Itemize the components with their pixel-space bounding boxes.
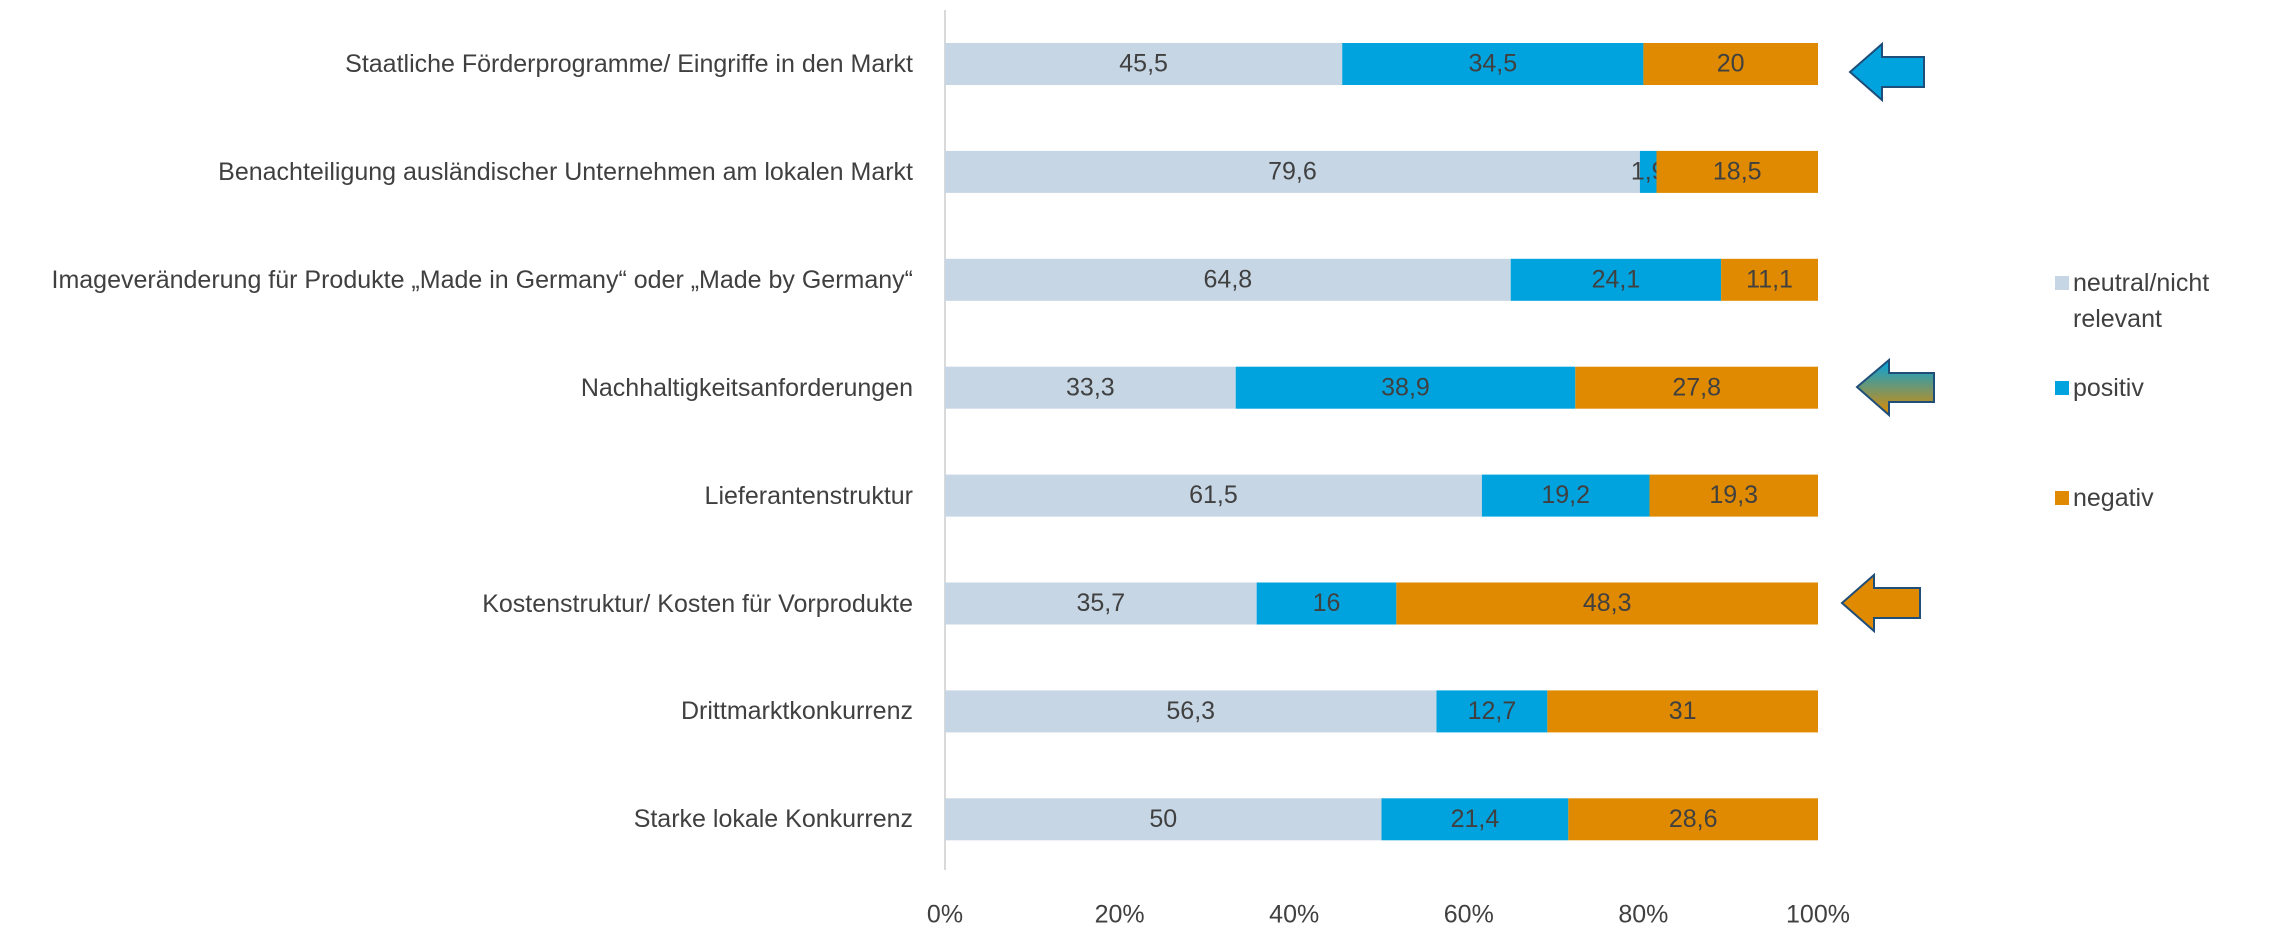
bar-segment — [945, 582, 1257, 625]
category-label: Nachhaltigkeitsanforderungen — [580, 373, 913, 402]
bar-segment — [1575, 366, 1818, 409]
bar-segment — [1547, 690, 1818, 733]
value-label: 34,5 — [1468, 50, 1517, 78]
category-label: Staatliche Förderprogramme/ Eingriffe in… — [345, 50, 913, 78]
bar-segment — [1481, 474, 1650, 517]
value-label: 33,3 — [1066, 373, 1115, 401]
bar-segment — [945, 690, 1437, 733]
x-tick-label: 0% — [927, 901, 963, 928]
x-tick-label: 100% — [1786, 901, 1850, 928]
bar-segment — [945, 366, 1236, 409]
value-label: 19,2 — [1541, 481, 1590, 509]
bar-segment — [1342, 43, 1644, 85]
category-label: Kostenstruktur/ Kosten für Vorprodukte — [482, 589, 913, 618]
value-label: 24,1 — [1592, 265, 1641, 293]
bar-segment — [1568, 798, 1818, 841]
value-label: 31 — [1669, 697, 1697, 725]
legend-label: negativ — [2073, 484, 2154, 512]
value-label: 12,7 — [1468, 697, 1517, 725]
bar-segment — [1649, 474, 1818, 517]
value-label: 45,5 — [1119, 50, 1168, 78]
x-tick-label: 80% — [1618, 901, 1668, 928]
legend-swatch — [2055, 381, 2069, 395]
legend-swatch — [2055, 276, 2069, 290]
value-label: 56,3 — [1166, 697, 1215, 725]
category-label: Lieferantenstruktur — [704, 481, 913, 510]
bar-segment — [945, 43, 1343, 85]
bar-segment — [1656, 150, 1818, 193]
x-tick-label: 40% — [1269, 901, 1319, 928]
legend-label: neutral/nicht relevant — [2073, 269, 2210, 333]
legend-label: positiv — [2073, 374, 2144, 402]
value-label: 19,3 — [1709, 481, 1758, 509]
value-label: 16 — [1313, 589, 1341, 617]
arrow — [1848, 41, 1925, 103]
category-label: Starke lokale Konkurrenz — [633, 805, 913, 834]
bar-segment — [1721, 258, 1818, 301]
value-label: 64,8 — [1204, 265, 1253, 293]
value-label: 50 — [1149, 805, 1177, 833]
value-label: 79,6 — [1268, 158, 1317, 186]
value-label: 28,6 — [1669, 805, 1718, 833]
bar-segment — [945, 150, 1640, 193]
value-label: 11,1 — [1746, 265, 1793, 293]
category-label: Benachteiligung ausländischer Unternehme… — [218, 157, 913, 186]
bar-segment — [945, 798, 1382, 841]
value-label: 20 — [1717, 50, 1745, 78]
bar-segment — [1639, 150, 1657, 193]
bar-segment — [945, 258, 1511, 301]
bar-segment — [945, 474, 1482, 517]
value-label: 27,8 — [1672, 373, 1721, 401]
value-label: 61,5 — [1189, 481, 1238, 509]
bar-segment — [1235, 366, 1576, 409]
bar-segment — [1256, 582, 1397, 625]
legend-swatch — [2055, 491, 2069, 505]
bar-segment — [1381, 798, 1569, 841]
x-tick-label: 20% — [1095, 901, 1145, 928]
bar-segment — [1510, 258, 1722, 301]
value-label: 35,7 — [1076, 589, 1125, 617]
arrow — [1855, 357, 1935, 418]
category-label: Imageveränderung für Produkte „Made in G… — [51, 265, 914, 294]
bar-segment — [1643, 43, 1818, 85]
bar-segment — [1396, 582, 1818, 625]
value-label: 38,9 — [1381, 373, 1430, 401]
x-tick-label: 60% — [1444, 901, 1494, 928]
bar-segment — [1436, 690, 1548, 733]
value-label: 21,4 — [1451, 805, 1500, 833]
arrow — [1840, 572, 1921, 634]
value-label: 48,3 — [1583, 589, 1632, 617]
category-label: Drittmarktkonkurrenz — [681, 697, 913, 726]
value-label: 18,5 — [1713, 158, 1762, 186]
